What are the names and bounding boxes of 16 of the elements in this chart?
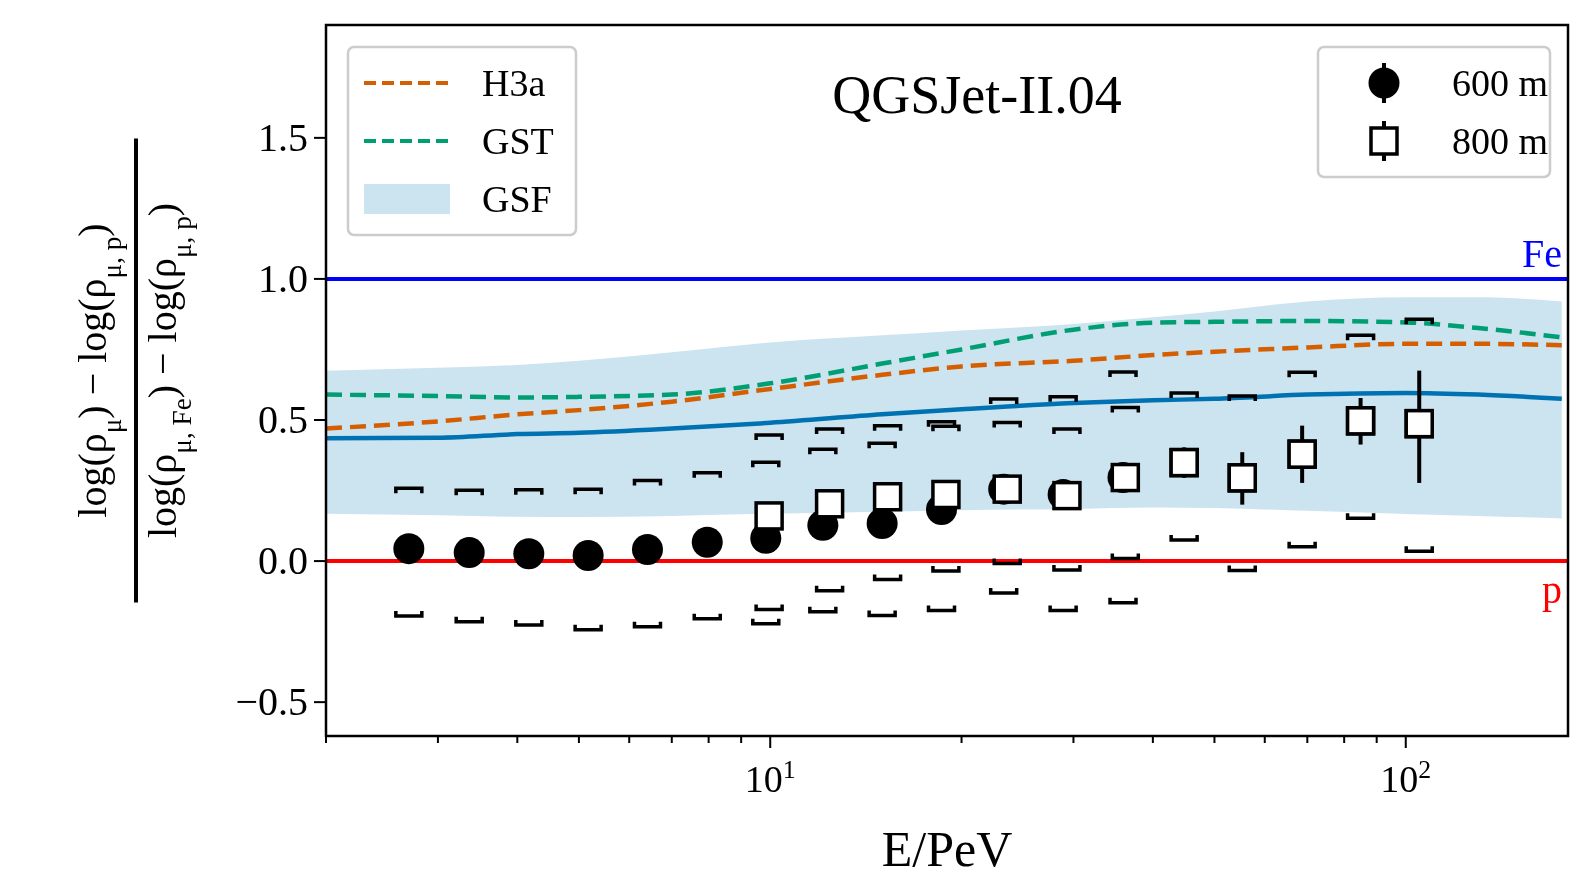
text: QGSJet-II.04 [832, 65, 1122, 125]
ref-line-label: p [1542, 567, 1562, 613]
y-tick-label: 1.5 [258, 114, 308, 160]
legend-label: 800 m [1452, 120, 1549, 162]
y-tick-label: 0.5 [258, 397, 308, 442]
x-tick-label: 10$^{1}$ [744, 754, 796, 800]
y-tick-label: 0.0 [258, 538, 308, 584]
ref-line-label: Fe [1522, 230, 1562, 276]
legend-label: GST [482, 120, 554, 162]
legend-label: H3a [482, 62, 546, 104]
x-tick-label: 10$^{2}$ [1380, 754, 1432, 800]
legend-label: 600 m [1452, 62, 1549, 104]
legend-label: GSF [482, 178, 552, 220]
y-tick-label: 1.0 [258, 255, 308, 301]
x-axis-title: E/PeV [881, 821, 1013, 877]
y-tick-label: −0.5 [235, 679, 308, 725]
